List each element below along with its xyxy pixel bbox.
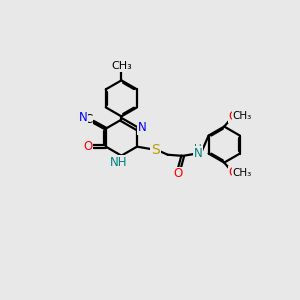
Text: C: C [84, 113, 92, 126]
Text: O: O [83, 140, 93, 153]
Text: CH₃: CH₃ [111, 61, 132, 71]
Text: O: O [228, 110, 237, 123]
Text: O: O [173, 167, 183, 180]
Text: O: O [228, 167, 237, 179]
Text: CH₃: CH₃ [232, 168, 252, 178]
Text: N: N [194, 147, 202, 160]
Text: NH: NH [110, 156, 128, 169]
Text: H: H [194, 144, 202, 154]
Text: CH₃: CH₃ [232, 111, 252, 121]
Text: N: N [138, 121, 146, 134]
Text: S: S [151, 143, 160, 157]
Text: N: N [79, 111, 88, 124]
